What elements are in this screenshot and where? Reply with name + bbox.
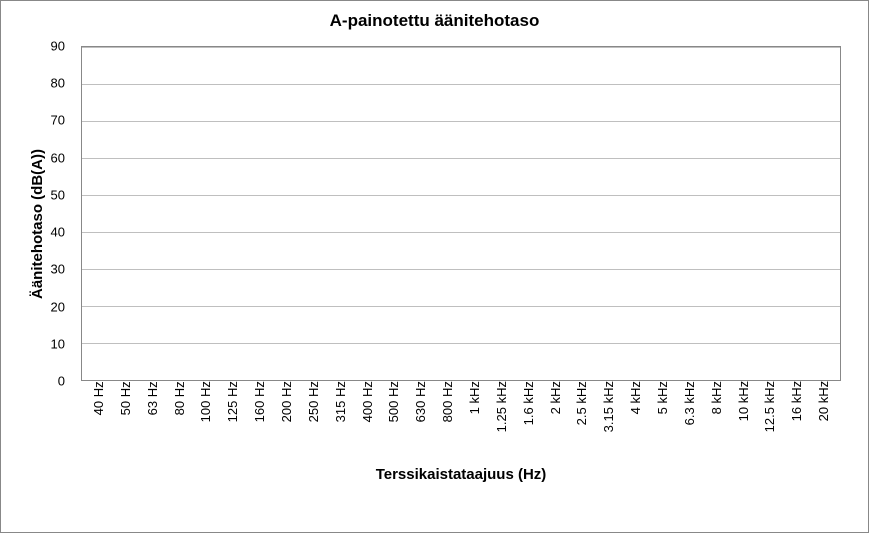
plot-container: 0102030405060708090 40 Hz50 Hz63 Hz80 Hz… <box>81 46 841 381</box>
x-tick-label: 250 Hz <box>302 381 325 436</box>
x-tick-label: 800 Hz <box>436 381 459 436</box>
x-tick-label: 8 kHz <box>705 381 728 436</box>
x-tick-label: 80 Hz <box>168 381 191 436</box>
y-tick-label: 80 <box>51 76 65 91</box>
x-tick-label: 4 kHz <box>624 381 647 436</box>
x-tick-label: 1 kHz <box>463 381 486 436</box>
x-tick-label: 315 Hz <box>329 381 352 436</box>
x-ticks: 40 Hz50 Hz63 Hz80 Hz100 Hz125 Hz160 Hz20… <box>81 381 841 436</box>
x-tick-label: 50 Hz <box>114 381 137 436</box>
y-tick-label: 50 <box>51 187 65 202</box>
x-tick-label: 10 kHz <box>732 381 755 436</box>
x-tick-label: 6.3 kHz <box>678 381 701 436</box>
chart-title: A-painotettu äänitehotaso <box>1 11 868 31</box>
x-tick-label: 3.15 kHz <box>597 381 620 436</box>
x-tick-label: 630 Hz <box>409 381 432 436</box>
y-tick-label: 90 <box>51 39 65 54</box>
x-tick-label: 63 Hz <box>141 381 164 436</box>
x-tick-label: 125 Hz <box>221 381 244 436</box>
bars-group <box>82 47 840 380</box>
x-tick-label: 5 kHz <box>651 381 674 436</box>
x-tick-label: 1.6 kHz <box>517 381 540 436</box>
x-tick-label: 2.5 kHz <box>570 381 593 436</box>
y-axis-label: Äänitehotaso (dB(A)) <box>29 149 46 299</box>
x-tick-label: 500 Hz <box>382 381 405 436</box>
y-tick-label: 70 <box>51 113 65 128</box>
x-tick-label: 200 Hz <box>275 381 298 436</box>
x-tick-label: 16 kHz <box>785 381 808 436</box>
x-tick-label: 40 Hz <box>87 381 110 436</box>
x-tick-label: 20 kHz <box>812 381 835 436</box>
plot-area <box>81 46 841 381</box>
x-tick-label: 160 Hz <box>248 381 271 436</box>
x-tick-label: 12.5 kHz <box>758 381 781 436</box>
x-tick-label: 400 Hz <box>356 381 379 436</box>
x-axis-label: Terssikaistataajuus (Hz) <box>81 466 841 483</box>
y-tick-label: 0 <box>58 374 65 389</box>
x-tick-label: 100 Hz <box>194 381 217 436</box>
y-tick-label: 10 <box>51 336 65 351</box>
x-tick-label: 2 kHz <box>544 381 567 436</box>
y-tick-label: 60 <box>51 150 65 165</box>
y-tick-label: 40 <box>51 225 65 240</box>
chart-frame: A-painotettu äänitehotaso 01020304050607… <box>0 0 869 533</box>
y-tick-label: 20 <box>51 299 65 314</box>
y-tick-label: 30 <box>51 262 65 277</box>
x-tick-label: 1.25 kHz <box>490 381 513 436</box>
